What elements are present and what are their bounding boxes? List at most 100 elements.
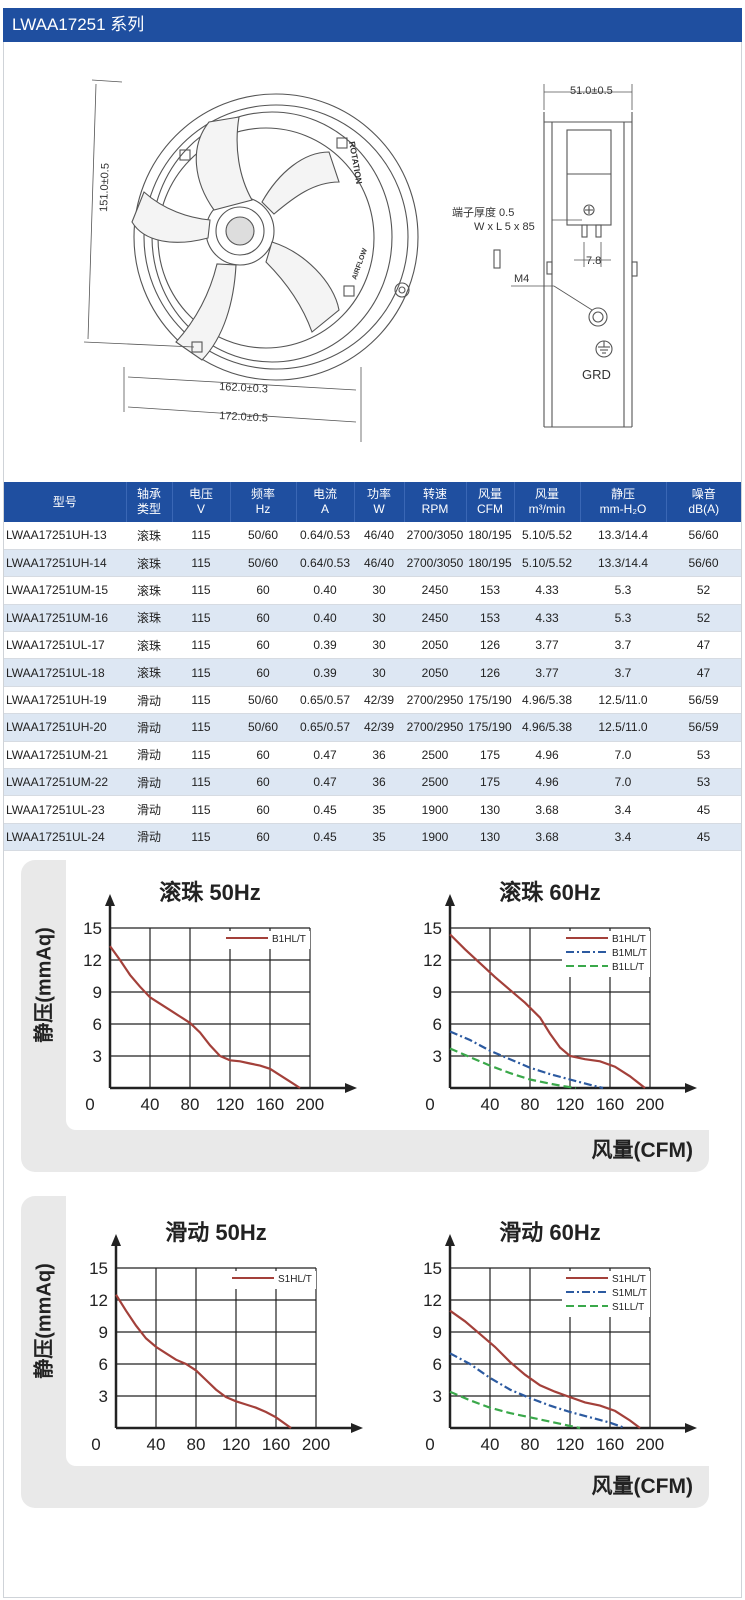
model-cell: LWAA17251UM-21 — [4, 741, 126, 770]
table-cell: 30 — [354, 604, 404, 633]
table-header-cell: 电流 A — [296, 482, 355, 522]
table-cell: 1900 — [404, 795, 466, 824]
table-cell: 60 — [230, 795, 296, 824]
series-line — [449, 1030, 604, 1090]
table-cell: 53 — [666, 741, 741, 770]
table-cell: 46/40 — [354, 522, 404, 550]
table-cell: 滚珠 — [126, 658, 172, 687]
table-cell: 42/39 — [354, 686, 404, 715]
x-tick-label: 40 — [141, 1095, 160, 1114]
table-row: LWAA17251UM-22 滑动 115 60 0.47 36 2500 175 4.96 7.… — [4, 768, 741, 797]
table-cell: 2500 — [404, 741, 466, 770]
x-tick-label: 0 — [425, 1095, 434, 1114]
series-line — [109, 945, 301, 1089]
x-tick-label: 200 — [296, 1095, 324, 1114]
chart-grid — [116, 1267, 317, 1428]
model-cell: LWAA17251UL-18 — [4, 658, 126, 687]
table-cell: 60 — [230, 576, 296, 605]
table-cell: 30 — [354, 576, 404, 605]
x-tick-label: 0 — [91, 1435, 100, 1454]
x-axis-arrow — [685, 1423, 697, 1433]
table-cell: 60 — [230, 631, 296, 660]
table-cell: 滚珠 — [126, 576, 172, 605]
table-cell: 56/60 — [666, 522, 741, 550]
table-cell: 126 — [466, 658, 514, 687]
table-cell: 2050 — [404, 631, 466, 660]
chart-grid — [110, 927, 311, 1088]
table-row: LWAA17251UL-24 滑动 115 60 0.45 35 1900 130 3.68 3.… — [4, 823, 741, 852]
x-tick-label: 80 — [181, 1095, 200, 1114]
table-header-cell: 电压 V — [172, 482, 231, 522]
table-cell: 3.4 — [580, 795, 666, 824]
table-cell: 12.5/11.0 — [580, 686, 666, 715]
series-line — [449, 1309, 641, 1429]
chart-sleeve-50hz: 滑动 50Hz 0 40 80 120 160 200 3 6 9 12 15 S1HL/T — [89, 1220, 363, 1454]
table-cell: 42/39 — [354, 713, 404, 742]
table-row: LWAA17251UH-20 滑动 115 50/60 0.65/0.57 42/39 27… — [4, 713, 741, 742]
legend-box — [222, 931, 310, 949]
y-tick-label: 12 — [89, 1291, 108, 1310]
table-cell: 2700/2950 — [404, 686, 466, 715]
terminal-box — [566, 129, 612, 226]
x-axis-label-panel-1: 风量(CFM) — [591, 1139, 693, 1162]
table-cell: 3.4 — [580, 823, 666, 852]
airflow-label: AIRFLOW — [351, 247, 369, 280]
table-cell: 0.45 — [296, 823, 354, 852]
x-tick-label: 120 — [216, 1095, 244, 1114]
table-cell: 60 — [230, 741, 296, 770]
legend-label: S1HL/T — [278, 1274, 312, 1285]
table-row: LWAA17251UH-14 滚珠 115 50/60 0.64/0.53 46/40 27… — [4, 549, 741, 578]
x-tick-label: 120 — [222, 1435, 250, 1454]
table-header-cell: 风量 m³/min — [514, 482, 581, 522]
table-row: LWAA17251UM-15 滚珠 115 60 0.40 30 2450 153 4.33 5.… — [4, 576, 741, 605]
table-row: LWAA17251UH-13 滚珠 115 50/60 0.64/0.53 46/40 27… — [4, 522, 741, 550]
header-unit: Hz — [255, 502, 271, 516]
y-tick-label: 9 — [93, 983, 102, 1002]
table-cell: 30 — [354, 658, 404, 687]
header-label: 电压 — [188, 487, 213, 501]
table-cell: 滑动 — [126, 768, 172, 797]
header-unit: 类型 — [136, 502, 161, 516]
page-title: LWAA17251 系列 — [3, 8, 742, 42]
table-cell: 0.39 — [296, 658, 354, 687]
table-cell: 115 — [172, 549, 230, 578]
x-axis-arrow — [351, 1423, 363, 1433]
svg-text:静压(mmAq): 静压(mmAq) — [31, 927, 55, 1043]
x-tick-label: 0 — [425, 1435, 434, 1454]
y-tick-label: 6 — [433, 1355, 442, 1374]
table-cell: 3.7 — [580, 631, 666, 660]
legend-label: B1LL/T — [612, 962, 644, 973]
ball-bearing-chart-panel: 静压(mmAq) 风量(CFM) — [21, 860, 709, 1172]
x-tick-label: 160 — [262, 1435, 290, 1454]
table-cell: 180/195 — [466, 522, 514, 550]
table-cell: 4.96/5.38 — [514, 713, 580, 742]
table-cell: 3.77 — [514, 631, 580, 660]
table-cell: 2700/3050 — [404, 522, 466, 550]
table-row: LWAA17251UL-23 滑动 115 60 0.45 35 1900 130 3.68 3.… — [4, 795, 741, 824]
terminal-size: W x L 5 x 85 — [474, 221, 535, 233]
header-unit: W — [373, 502, 385, 516]
header-label: 型号 — [52, 494, 77, 509]
screw-label: M4 — [514, 273, 529, 285]
table-header-row: 型号 轴承 类型 电压 V 频率 Hz 电流 A 功率 W 转速 RPM 风量 CFM 风量 m³/min 静压 m… — [4, 482, 741, 522]
x-tick-label: 40 — [481, 1435, 500, 1454]
table-cell: 2700/3050 — [404, 549, 466, 578]
model-cell: LWAA17251UH-14 — [4, 549, 126, 578]
table-cell: 3.68 — [514, 795, 580, 824]
table-cell: 115 — [172, 631, 230, 660]
legend-label: S1HL/T — [612, 1274, 646, 1285]
y-axis-arrow — [105, 894, 115, 906]
table-cell: 130 — [466, 823, 514, 852]
header-unit: dB(A) — [688, 502, 720, 516]
table-header-cell: 转速 RPM — [404, 482, 467, 522]
table-cell: 滑动 — [126, 795, 172, 824]
table-cell: 0.39 — [296, 631, 354, 660]
table-cell: 0.47 — [296, 741, 354, 770]
table-cell: 60 — [230, 768, 296, 797]
table-cell: 115 — [172, 768, 230, 797]
table-cell: 4.96 — [514, 741, 580, 770]
header-label: 噪音 — [691, 487, 716, 501]
table-cell: 115 — [172, 604, 230, 633]
table-cell: 5.10/5.52 — [514, 522, 580, 550]
model-cell: LWAA17251UM-15 — [4, 576, 126, 605]
